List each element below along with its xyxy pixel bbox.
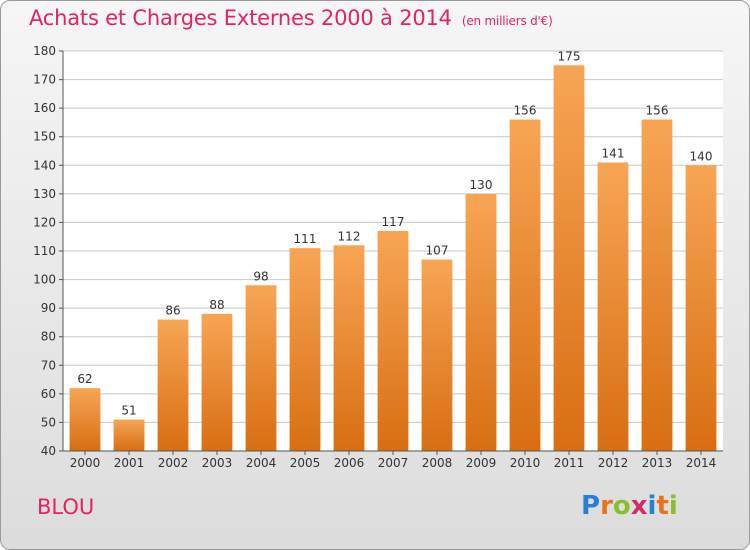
bar (289, 248, 321, 451)
data-label: 62 (77, 372, 92, 386)
x-tick-label: 2010 (510, 456, 541, 470)
proxiti-logo: Proxiti (581, 491, 678, 521)
logo-letter: o (612, 491, 631, 521)
y-tick-label: 80 (41, 330, 56, 344)
data-label: 98 (253, 269, 268, 283)
title-text: Achats et Charges Externes 2000 à 2014 (29, 6, 452, 30)
unit-label: (en milliers d'€) (461, 14, 553, 28)
data-label: 156 (514, 104, 537, 118)
y-tick-label: 160 (33, 101, 56, 115)
y-tick-label: 70 (41, 358, 56, 372)
y-tick-label: 120 (33, 215, 56, 229)
y-tick-label: 50 (41, 415, 56, 429)
data-label: 117 (382, 215, 405, 229)
label-layer: 62 51 86 88 98 111 112 117 107 130 156 175 141 156 140 (77, 49, 712, 417)
bar (421, 259, 453, 451)
y-tick-label: 130 (33, 187, 56, 201)
bar (465, 193, 497, 451)
logo-letter: r (600, 491, 613, 521)
data-label: 112 (338, 229, 361, 243)
x-tick-label: 2011 (554, 456, 585, 470)
bar (113, 419, 145, 451)
data-label: 88 (209, 298, 224, 312)
data-label: 86 (165, 304, 180, 318)
y-tick-label: 110 (33, 244, 56, 258)
x-tick-label: 2002 (158, 456, 189, 470)
logo-letter: P (581, 491, 601, 521)
data-label: 156 (646, 104, 669, 118)
x-tick-label: 2009 (466, 456, 497, 470)
x-tick-label: 2006 (334, 456, 365, 470)
logo-letter: x (630, 491, 648, 521)
y-tick-label: 40 (41, 444, 56, 458)
x-tick-label: 2004 (246, 456, 277, 470)
data-label: 175 (558, 49, 581, 63)
x-tick-label: 2008 (422, 456, 453, 470)
chart-title: Achats et Charges Externes 2000 à 2014 (e… (29, 6, 553, 30)
y-tick-label: 100 (33, 273, 56, 287)
bar (333, 245, 365, 451)
data-label: 111 (294, 232, 317, 246)
x-tick-label: 2005 (290, 456, 321, 470)
y-tick-label: 140 (33, 158, 56, 172)
bar (641, 119, 673, 452)
y-tick-label: 170 (33, 73, 56, 87)
data-label: 107 (426, 244, 449, 258)
bar (201, 313, 233, 451)
place-name: BLOU (37, 495, 95, 519)
x-tick-label: 2013 (642, 456, 673, 470)
logo-letter: i (668, 491, 678, 521)
data-label: 51 (121, 404, 136, 418)
logo-letter: t (656, 491, 669, 521)
bar (597, 162, 629, 451)
y-tick-label: 180 (33, 44, 56, 58)
axis-layer: 40 50 60 70 80 90 100 110 120 130 140 150 160 170 180 2… (33, 44, 723, 470)
data-label: 140 (690, 149, 713, 163)
data-label: 141 (602, 146, 625, 160)
x-tick-label: 2000 (70, 456, 101, 470)
bar (685, 165, 717, 452)
bar (69, 388, 101, 451)
y-tick-label: 60 (41, 387, 56, 401)
bar (509, 119, 541, 452)
data-label: 130 (470, 178, 493, 192)
bar-layer (69, 65, 717, 452)
bar (553, 65, 585, 452)
y-tick-label: 150 (33, 130, 56, 144)
bar (245, 285, 277, 451)
y-tick-label: 90 (41, 301, 56, 315)
bar (377, 231, 409, 451)
x-tick-label: 2003 (202, 456, 233, 470)
x-tick-label: 2012 (598, 456, 629, 470)
x-tick-label: 2007 (378, 456, 409, 470)
logo-letter: i (647, 491, 657, 521)
x-tick-label: 2001 (114, 456, 145, 470)
x-tick-label: 2014 (686, 456, 717, 470)
bar (157, 319, 189, 451)
